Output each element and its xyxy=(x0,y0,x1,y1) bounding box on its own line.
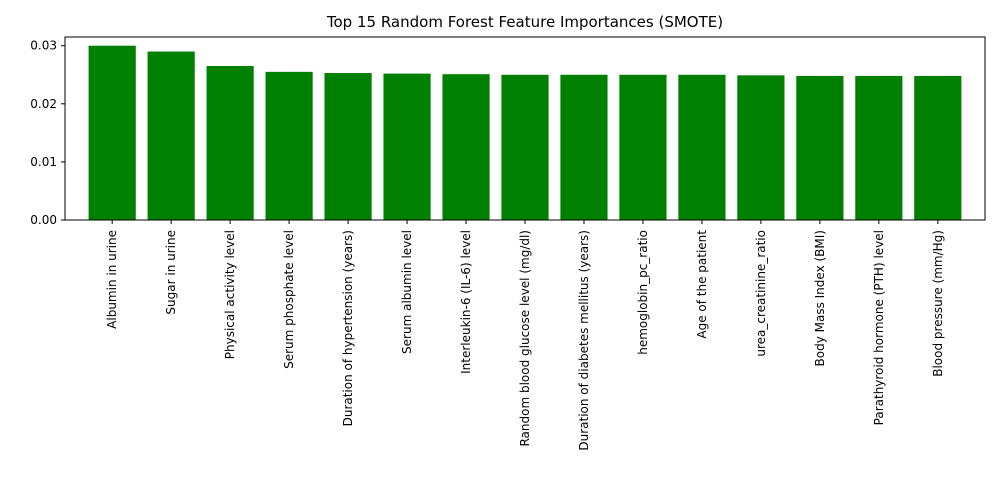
bar xyxy=(501,74,549,220)
x-tick-label: Albumin in urine xyxy=(105,230,119,329)
x-tick-label: Physical activity level xyxy=(223,230,237,359)
x-tick-label: Body Mass Index (BMI) xyxy=(813,230,827,366)
bar xyxy=(737,75,785,220)
bar xyxy=(678,74,726,220)
bar xyxy=(619,74,667,220)
x-tick-label: Random blood glucose level (mg/dl) xyxy=(518,230,532,447)
x-tick-label: urea_creatinine_ratio xyxy=(754,230,768,357)
bars-group xyxy=(88,45,962,221)
bar xyxy=(88,45,136,220)
x-tick-label: Age of the patient xyxy=(695,230,709,339)
bar xyxy=(560,74,608,220)
bar xyxy=(265,71,313,220)
x-tick-label: Blood pressure (mm/Hg) xyxy=(931,230,945,377)
x-axis: Albumin in urine Sugar in urine Physical a… xyxy=(105,220,945,451)
chart-title: Top 15 Random Forest Feature Importances… xyxy=(326,13,723,31)
bar xyxy=(914,75,962,220)
x-tick-label: hemoglobin_pc_ratio xyxy=(636,230,650,355)
x-tick-label: Serum phosphate level xyxy=(282,230,296,369)
y-tick-label: 0.03 xyxy=(30,39,57,53)
x-tick-label: Duration of hypertension (years) xyxy=(341,230,355,426)
x-tick-label: Serum albumin level xyxy=(400,230,414,354)
y-tick-label: 0.00 xyxy=(30,213,57,227)
x-tick-label: Interleukin-6 (IL-6) level xyxy=(459,230,473,374)
y-axis: 0.00 0.01 0.02 0.03 xyxy=(30,39,65,227)
x-tick-label: Parathyroid hormone (PTH) level xyxy=(872,230,886,425)
x-tick-label: Duration of diabetes mellitus (years) xyxy=(577,230,591,451)
bar xyxy=(855,75,903,220)
bar xyxy=(383,73,431,220)
bar xyxy=(324,73,372,221)
x-tick-label: Sugar in urine xyxy=(164,230,178,315)
plot-frame xyxy=(64,36,986,221)
y-tick-label: 0.01 xyxy=(30,155,57,169)
bar xyxy=(796,75,844,220)
bar xyxy=(442,74,490,220)
bar xyxy=(147,51,195,221)
y-tick-label: 0.02 xyxy=(30,97,57,111)
bar xyxy=(206,66,254,220)
